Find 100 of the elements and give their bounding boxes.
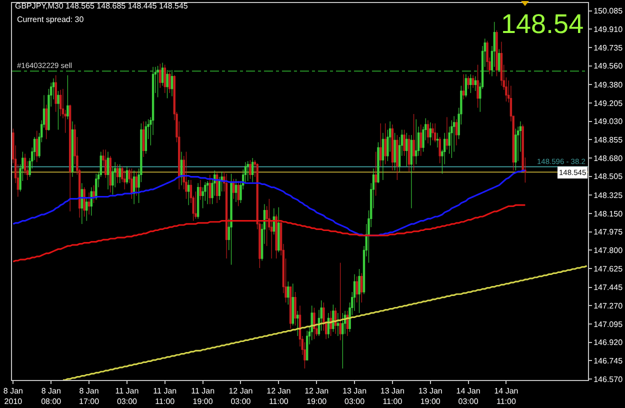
candlestick [112,166,114,195]
candlestick [287,281,290,305]
candlestick [396,134,398,180]
candlestick [57,90,60,130]
candlestick [436,132,439,148]
candlestick [327,312,330,338]
y-tick-label: 148.150 [594,209,624,218]
x-tick-label: 12 Jan 03:00 [228,386,253,406]
line-series [12,170,526,236]
x-tick-label: 12 Jan 11:00 [266,386,291,406]
candlestick [446,116,448,150]
y-tick-label: 146.745 [594,356,624,366]
annotation: 148.54 [501,9,584,39]
candlestick [118,164,121,184]
candlestick [234,178,238,202]
candlestick [86,197,88,222]
y-tick-label: 147.095 [594,320,624,329]
candlestick [486,40,488,70]
candlestick [80,182,84,224]
candlestick [275,214,278,259]
candlestick [334,307,337,334]
candlestick [498,48,500,72]
candlestick [450,120,453,158]
x-tick-label: 11 Jan 11:00 [153,386,177,406]
candlestick [420,124,422,156]
line-series [62,265,588,380]
candlestick [384,123,386,165]
x-tick-label: 12 Jan 19:00 [304,386,329,406]
x-tick-label: 13 Jan 11:00 [380,386,404,406]
candlestick [88,192,90,215]
candlestick [406,132,408,167]
candlestick [500,41,503,86]
candlestick [126,166,128,184]
candlestick [476,64,479,108]
y-tick-label: 149.380 [594,80,624,90]
y-tick-label: 148.680 [594,154,624,163]
candlestick [496,30,498,77]
candlestick [429,122,432,146]
candlestick [472,74,474,88]
candlestick [514,128,517,171]
candlestick [382,132,384,180]
candlestick [124,170,126,190]
candlestick [36,130,38,162]
candlestick [164,64,166,94]
candlestick [185,151,188,200]
candlestick [170,70,174,96]
candlestick [394,132,396,171]
x-tick-label: 8 Jan 2010 [3,386,23,406]
candlestick [230,173,232,266]
chart-title: GBPJPY,M30 148.565 148.685 148.445 148.545 [15,1,188,10]
candlestick [294,292,296,326]
candlestick [339,262,342,341]
candlestick [272,208,276,235]
candlestick [377,142,380,184]
candlestick [434,123,436,143]
candlestick [109,156,112,193]
candlestick [252,158,254,182]
candlestick [180,151,183,186]
x-tick-label: 14 Jan 11:00 [494,386,518,406]
candlestick [415,118,418,165]
candlestick [71,121,74,178]
candlestick [403,129,406,156]
candlestick [225,173,228,259]
candlestick [156,66,159,98]
y-tick-label: 147.445 [594,283,624,292]
candlestick [342,312,344,369]
candlestick [336,312,340,336]
candlestick [232,178,235,200]
candlestick [467,76,470,90]
candlestick [432,123,434,140]
candlestick [464,74,468,98]
candlestick [292,283,294,326]
y-tick-label: 146.920 [594,338,624,348]
candlestick [216,172,218,204]
candlestick [208,174,212,204]
candlestick [380,123,382,167]
candlestick [410,134,412,209]
candlestick [356,276,358,303]
y-tick-label: 149.560 [594,62,624,71]
candlestick [161,62,164,86]
y-tick-label: 149.205 [594,98,624,108]
y-tick-label: 147.975 [594,228,624,237]
candlestick [462,74,465,100]
candlestick [45,104,48,140]
y-tick-label: 148.325 [594,190,624,200]
candlestick [426,120,430,144]
candlestick [206,180,209,204]
y-tick-label: 148.505 [594,172,624,182]
candlestick [95,173,98,200]
candlestick [144,121,148,154]
candlestick [289,286,292,329]
candlestick [199,180,202,200]
candlestick [474,76,476,92]
y-tick-label: 149.030 [594,117,624,126]
candlestick [310,305,313,341]
candlestick [374,151,377,196]
candlestick [106,151,110,190]
candlestick [412,114,415,171]
candlestick [60,90,62,116]
candlestick [391,124,394,171]
